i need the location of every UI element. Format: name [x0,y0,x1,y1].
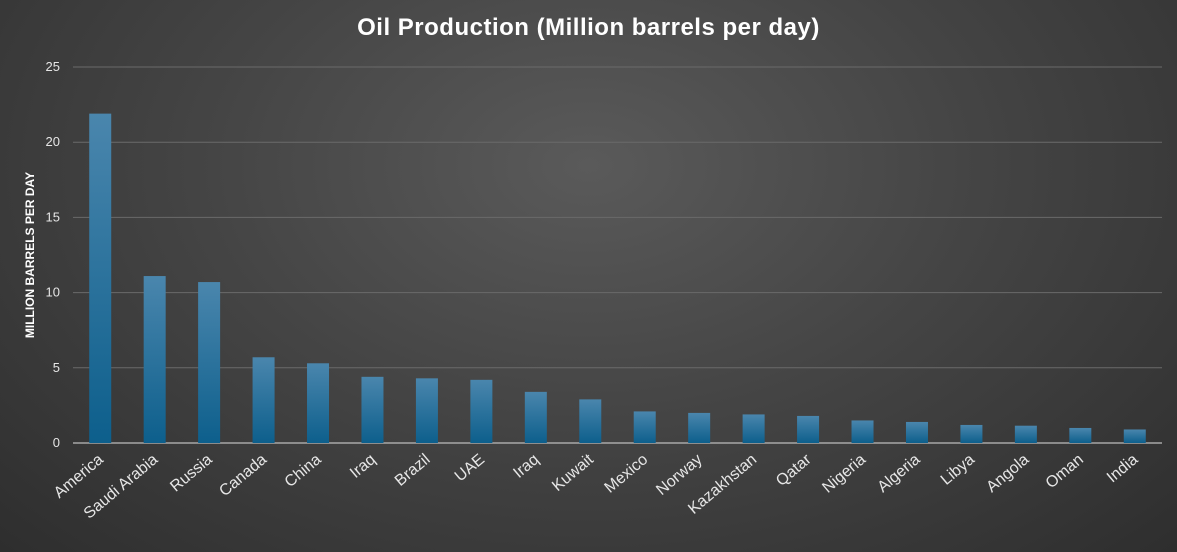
bar [960,424,983,443]
bar [143,276,166,443]
x-tick-label: Kuwait [549,451,597,495]
y-tick-label: 5 [53,360,60,375]
bars [89,113,1146,444]
x-tick-label: Qatar [773,451,815,490]
x-tick-label: Algeria [874,451,923,496]
x-tick-label: Russia [167,451,215,496]
bar [1123,429,1146,443]
bar [307,363,330,443]
bar [415,378,438,443]
x-tick-label: Norway [653,451,705,499]
y-tick-label: 10 [46,285,60,300]
bar [579,399,602,443]
chart-title: Oil Production (Million barrels per day) [357,14,820,41]
y-tick-label: 15 [46,209,60,224]
bar [1069,427,1092,443]
x-tick-label: India [1104,451,1142,486]
y-axis-ticks: 0 5 10 15 20 25 [46,59,60,450]
bar [633,411,656,443]
gridlines [73,66,1162,444]
x-tick-label: Angola [983,451,1032,496]
x-tick-label: Iraq [347,451,379,482]
bar [851,420,874,443]
x-tick-label: Libya [938,451,978,489]
bar [361,376,384,443]
bar [688,412,711,443]
bar [797,415,820,443]
x-tick-label: China [282,451,325,491]
bar [905,421,928,443]
x-tick-label: Brazil [392,451,434,490]
bar [470,379,493,443]
x-tick-label: UAE [452,451,488,485]
bar [742,414,765,443]
bar [89,113,112,444]
x-tick-label: Oman [1043,451,1087,492]
bar [198,282,221,443]
bar [1014,425,1037,443]
y-tick-label: 25 [46,59,60,74]
x-tick-label: Mexico [602,451,652,497]
bar [524,391,547,443]
x-tick-label: Canada [216,451,270,500]
x-tick-label: Nigeria [819,451,869,497]
y-tick-label: 0 [53,435,60,450]
bar [252,357,275,443]
x-tick-label: Iraq [510,451,542,482]
y-axis-title: MILLION BARRELS PER DAY [23,172,37,338]
y-tick-label: 20 [46,134,60,149]
